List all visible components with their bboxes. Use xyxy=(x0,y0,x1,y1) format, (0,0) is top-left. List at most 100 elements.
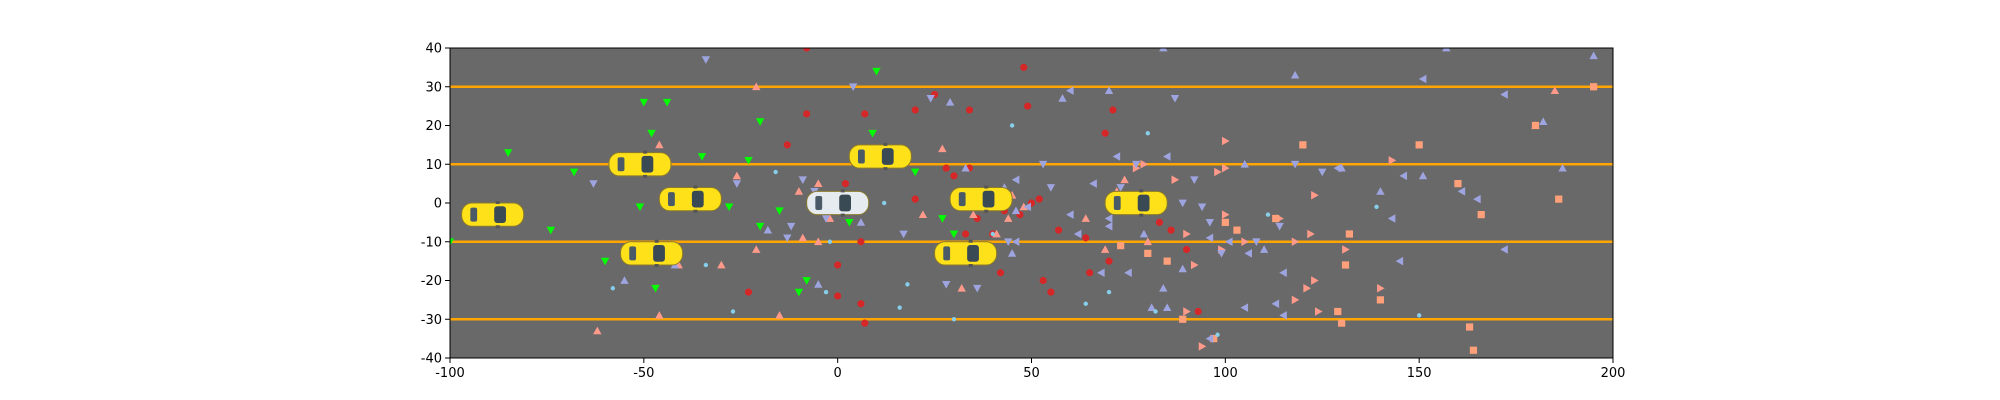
data-point-triangle-up xyxy=(938,144,947,153)
data-point-square xyxy=(1334,307,1342,316)
data-point-triangle-up xyxy=(717,260,726,269)
data-point-triangle-right xyxy=(1132,163,1141,173)
y-tick-label: -30 xyxy=(421,313,442,328)
vehicle-mirror xyxy=(883,142,888,146)
vehicle-rear-window xyxy=(815,196,823,210)
data-point-dot xyxy=(773,169,778,175)
data-point-dot xyxy=(1215,332,1220,337)
x-tick-label: -100 xyxy=(435,366,465,381)
vehicle-mirror xyxy=(840,189,845,193)
vehicle-body xyxy=(848,144,912,169)
data-point-triangle-left xyxy=(1399,171,1408,181)
data-point-triangle-up xyxy=(945,98,955,106)
data-point-triangle-down xyxy=(647,129,656,138)
data-point-triangle-right xyxy=(1388,156,1397,165)
data-point-triangle-up xyxy=(814,280,823,288)
data-point-triangle-down xyxy=(1197,203,1207,212)
data-point-triangle-right xyxy=(1311,276,1319,285)
data-point-triangle-left xyxy=(1205,334,1214,343)
vehicle-rear-window xyxy=(943,246,951,261)
vehicle-mirror xyxy=(840,213,845,217)
other-vehicle xyxy=(658,185,722,213)
data-point-dot xyxy=(1265,212,1271,217)
data-point-triangle-up xyxy=(1104,86,1114,94)
data-point-triangle-right xyxy=(1241,237,1249,246)
data-point-triangle-up xyxy=(1290,70,1300,79)
data-point-circle xyxy=(1109,106,1117,114)
data-point-triangle-up xyxy=(1058,94,1067,102)
data-point-triangle-right xyxy=(1291,237,1300,246)
data-point-triangle-up xyxy=(992,229,1001,238)
y-tick-label: 20 xyxy=(425,119,442,134)
y-tick-label: -10 xyxy=(421,235,442,250)
data-point-triangle-down xyxy=(1318,168,1327,177)
data-point-triangle-right xyxy=(1303,284,1311,293)
data-point-square xyxy=(1376,296,1384,304)
other-vehicle xyxy=(620,239,684,267)
data-point-dot xyxy=(703,262,709,268)
data-point-square xyxy=(1221,218,1229,226)
data-point-triangle-down xyxy=(1205,219,1215,227)
data-point-triangle-up xyxy=(961,163,970,172)
x-tick-label: -50 xyxy=(633,366,654,381)
x-tick-label: 150 xyxy=(1407,366,1432,381)
data-point-triangle-up xyxy=(794,187,804,195)
data-point-triangle-down xyxy=(662,98,672,107)
data-point-square xyxy=(1469,346,1478,354)
vehicle-windshield xyxy=(1137,194,1150,212)
vehicle-rear-window xyxy=(617,157,625,172)
data-point-triangle-down xyxy=(1252,238,1261,246)
data-point-triangle-up xyxy=(1139,229,1149,238)
vehicle-rear-window xyxy=(958,192,966,207)
vehicle-mirror xyxy=(968,264,973,267)
data-point-triangle-up xyxy=(856,218,866,226)
data-point-dot xyxy=(1153,309,1158,314)
vehicle-mirror xyxy=(883,167,888,171)
vehicle-windshield xyxy=(691,190,704,208)
data-point-triangle-down xyxy=(569,168,579,177)
data-point-circle xyxy=(857,300,865,308)
other-vehicle xyxy=(848,142,912,171)
data-point-triangle-up xyxy=(1589,51,1598,60)
data-point-dot xyxy=(1083,301,1088,306)
data-point-square xyxy=(1210,335,1218,343)
data-point-triangle-right xyxy=(1342,245,1350,254)
vehicle-rear-window xyxy=(857,149,865,164)
other-vehicle xyxy=(461,201,525,229)
data-point-dot xyxy=(951,317,957,322)
x-tick-label: 100 xyxy=(1213,366,1238,381)
data-point-triangle-down xyxy=(821,215,831,223)
data-point-triangle-down xyxy=(1004,238,1013,246)
data-point-triangle-down xyxy=(755,222,765,231)
data-point-triangle-down xyxy=(868,129,877,138)
data-point-triangle-left xyxy=(1011,175,1020,184)
data-point-triangle-left xyxy=(1066,86,1074,95)
data-point-triangle-up xyxy=(655,311,664,319)
data-point-dot xyxy=(1374,204,1379,210)
data-point-triangle-down xyxy=(1217,250,1226,258)
data-point-triangle-up xyxy=(1376,187,1385,195)
x-tick-label: 200 xyxy=(1601,366,1626,381)
data-point-triangle-right xyxy=(1307,229,1315,239)
vehicle-mirror xyxy=(984,209,989,213)
data-point-triangle-up xyxy=(620,276,629,284)
y-tick-label: 40 xyxy=(425,42,442,57)
data-point-triangle-up xyxy=(1081,214,1090,222)
data-point-triangle-up xyxy=(1143,237,1152,246)
data-point-triangle-left xyxy=(1500,245,1508,254)
vehicle-body xyxy=(461,202,525,227)
data-point-square xyxy=(1163,257,1171,265)
data-point-circle xyxy=(834,292,842,300)
data-point-triangle-down xyxy=(1290,160,1300,169)
data-point-triangle-down xyxy=(1046,184,1056,192)
data-point-triangle-right xyxy=(1315,307,1323,316)
data-point-dot xyxy=(990,231,995,237)
data-point-dot xyxy=(827,239,833,244)
data-point-triangle-right xyxy=(1291,295,1300,305)
vehicle-windshield xyxy=(839,194,852,212)
y-tick-label: 0 xyxy=(434,197,442,212)
data-point-triangle-left xyxy=(1418,74,1427,84)
data-point-triangle-up xyxy=(1004,214,1013,222)
data-point-triangle-down xyxy=(639,98,649,107)
data-point-triangle-up xyxy=(1147,303,1156,311)
